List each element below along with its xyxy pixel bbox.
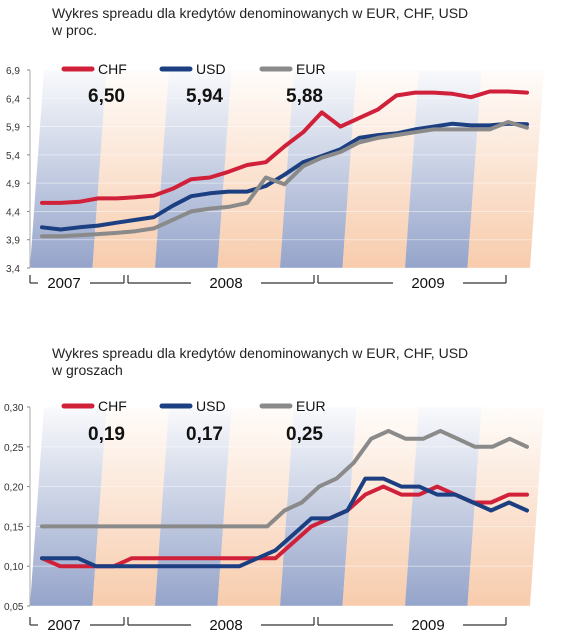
chart-title: Wykres spreadu dla kredytów denominowany… bbox=[52, 345, 468, 361]
chart-subtitle: w groszach bbox=[51, 362, 123, 378]
series-line-eur bbox=[40, 428, 529, 529]
background-band bbox=[280, 70, 357, 268]
y-tick-label: 0,20 bbox=[4, 483, 24, 494]
background-band bbox=[217, 70, 294, 268]
x-year-label: 2009 bbox=[411, 275, 444, 292]
legend-label-eur: EUR bbox=[296, 398, 326, 414]
y-tick-label: 5,4 bbox=[6, 151, 20, 162]
y-tick-label: 0,15 bbox=[4, 522, 24, 533]
legend-label-chf: CHF bbox=[98, 61, 127, 77]
x-year-label: 2007 bbox=[47, 275, 80, 292]
legend-value-usd: 0,17 bbox=[186, 424, 223, 445]
y-tick-label: 4,4 bbox=[6, 207, 20, 218]
legend-label-chf: CHF bbox=[98, 398, 127, 414]
background-band bbox=[280, 407, 357, 606]
legend-value-usd: 5,94 bbox=[186, 86, 223, 107]
background-band bbox=[405, 70, 482, 268]
background-band bbox=[342, 70, 419, 268]
y-tick-label: 4,9 bbox=[6, 179, 20, 190]
chart-title: Wykres spreadu dla kredytów denominowany… bbox=[52, 5, 468, 21]
series-line-eur bbox=[40, 120, 529, 239]
background-band bbox=[30, 70, 107, 268]
year-axis: 2007 2008 2009 bbox=[29, 617, 507, 634]
background-band bbox=[342, 407, 419, 606]
x-year-label: 2009 bbox=[411, 617, 444, 634]
background-band bbox=[405, 407, 482, 606]
legend-value-chf: 6,50 bbox=[88, 86, 125, 107]
background-band bbox=[467, 407, 544, 606]
spread-percent-chart: Wykres spreadu dla kredytów denominowany… bbox=[6, 5, 544, 292]
y-tick-label: 6,9 bbox=[6, 66, 20, 77]
x-year-label: 2008 bbox=[209, 275, 242, 292]
background-band bbox=[467, 70, 544, 268]
x-year-label: 2008 bbox=[209, 617, 242, 634]
legend-value-chf: 0,19 bbox=[88, 424, 125, 445]
series-line-chf bbox=[40, 484, 529, 569]
y-tick-label: 3,9 bbox=[6, 236, 20, 247]
y-tick-label: 6,4 bbox=[6, 94, 20, 105]
series-line-chf bbox=[40, 89, 529, 205]
legend-value-eur: 0,25 bbox=[286, 424, 323, 445]
chart-subtitle: w proc. bbox=[51, 22, 97, 38]
legend-label-usd: USD bbox=[196, 61, 226, 77]
series-line-usd bbox=[40, 476, 529, 569]
spread-grosze-chart: Wykres spreadu dla kredytów denominowany… bbox=[4, 345, 544, 634]
series-line-usd bbox=[40, 121, 529, 232]
y-tick-label: 0,05 bbox=[4, 602, 24, 613]
legend-label-usd: USD bbox=[196, 398, 226, 414]
y-tick-label: 3,4 bbox=[6, 264, 20, 275]
y-tick-label: 0,25 bbox=[4, 443, 24, 454]
y-tick-label: 5,9 bbox=[6, 123, 20, 134]
x-year-label: 2007 bbox=[47, 617, 80, 634]
legend-value-eur: 5,88 bbox=[286, 86, 323, 107]
year-axis: 2007 2008 2009 bbox=[29, 275, 507, 292]
legend-label-eur: EUR bbox=[296, 61, 326, 77]
y-tick-label: 0,10 bbox=[4, 562, 24, 573]
y-tick-label: 0,30 bbox=[4, 403, 24, 414]
